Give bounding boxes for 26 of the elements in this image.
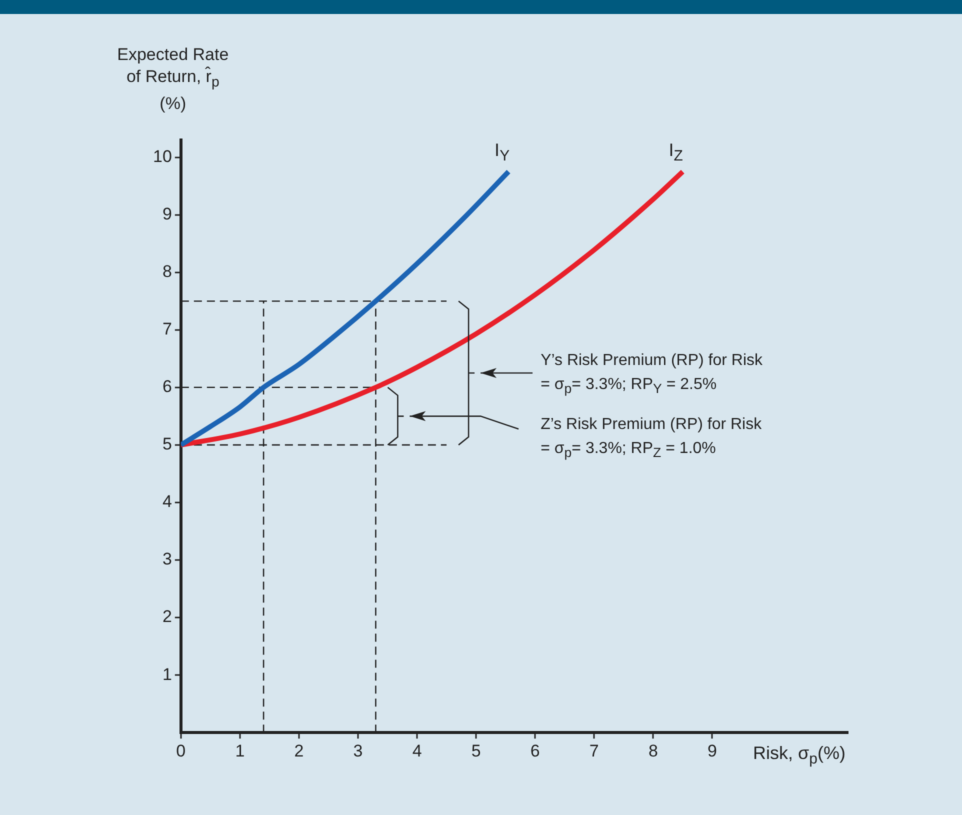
x-tick-label: 8 (648, 741, 658, 760)
x-tick-label: 2 (294, 741, 304, 760)
y-tick-label: 1 (162, 664, 172, 684)
y-tick-label: 5 (162, 434, 172, 454)
x-tick-label: 1 (235, 741, 245, 760)
x-tick-label: 5 (471, 741, 481, 760)
y-tick-label: 2 (162, 607, 172, 626)
y-tick-label: 4 (162, 492, 172, 512)
x-tick-label: 4 (412, 741, 422, 760)
y-tick-label: 8 (162, 262, 172, 282)
x-tick-label: 7 (589, 741, 599, 760)
series-label: I$_{Z}$ (668, 140, 683, 164)
x-tick-label: 9 (707, 741, 717, 760)
y-tick-label: 7 (162, 320, 172, 339)
y-tick-label: 3 (162, 550, 172, 569)
y-tick-label: 9 (162, 204, 172, 224)
series-label: I$_{Y}$ (494, 140, 510, 164)
y-tick-label: 10 (152, 146, 172, 166)
annotation: Y’s Risk Premium (RP) for Risk = σ$_{p}$= 3.3%; RP$_{Y}$ = 2.5% (540, 351, 763, 398)
text: Expected Rate of Return, r̂$_{p}$ (%) (117, 45, 229, 114)
x-tick-label: 6 (530, 741, 540, 760)
x-tick-label: 3 (353, 741, 363, 760)
y-tick-label: 6 (162, 377, 172, 396)
x-tick-label: 0 (176, 741, 186, 760)
x-axis-title: Risk, σ$_{p}$(%) (753, 742, 846, 768)
annotation: Z’s Risk Premium (RP) for Risk = σ$_{p}$= 3.3%; RP$_{Z}$ = 1.0% (540, 415, 763, 462)
